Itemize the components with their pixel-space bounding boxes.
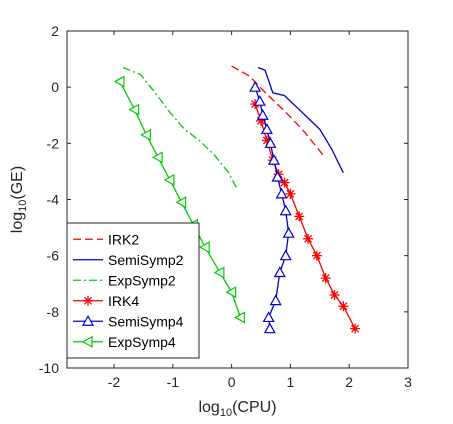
data-point xyxy=(128,103,140,116)
data-point xyxy=(285,188,296,199)
y-axis-label: log10(GE) xyxy=(9,166,29,233)
data-point xyxy=(253,94,266,106)
data-point xyxy=(338,301,349,312)
data-point xyxy=(234,311,246,324)
data-point xyxy=(294,211,305,222)
data-point xyxy=(163,173,175,186)
x-tick-label: 3 xyxy=(404,374,412,390)
data-point xyxy=(262,311,275,323)
legend-box xyxy=(66,222,200,359)
x-axis-label-sub: 10 xyxy=(220,407,232,419)
legend-marker xyxy=(83,295,93,306)
legend: IRK2 SemiSymp2 ExpSymp2 IRK4 SemiSymp4 ExpSym… xyxy=(66,222,200,359)
legend-entry: ExpSymp4 xyxy=(73,334,176,350)
x-axis-label-base: log xyxy=(198,399,219,416)
legend-label: SemiSymp2 xyxy=(108,252,184,268)
y-tick-label: -2 xyxy=(47,135,60,151)
data-point xyxy=(225,286,237,299)
series-semisymp2 xyxy=(257,66,344,174)
x-axis-label-rest: (CPU) xyxy=(232,399,276,416)
data-point xyxy=(269,294,282,306)
data-point xyxy=(249,80,262,92)
series-irk2 xyxy=(231,65,324,156)
series-irk4 xyxy=(250,99,361,334)
legend-label: ExpSymp4 xyxy=(108,334,176,350)
legend-entry: SemiSymp2 xyxy=(73,252,184,268)
legend-entry: SemiSymp4 xyxy=(73,313,184,329)
legend-marker xyxy=(81,315,95,326)
data-point xyxy=(279,204,292,216)
data-point xyxy=(113,75,125,88)
data-point xyxy=(267,153,280,165)
series-line xyxy=(254,86,290,329)
legend-entry: IRK2 xyxy=(73,231,139,247)
y-axis-label-sub: 10 xyxy=(17,200,29,212)
series-expsymp4 xyxy=(113,75,246,324)
legend-marker xyxy=(81,335,93,348)
data-point xyxy=(260,123,273,134)
x-tick-label: -2 xyxy=(108,374,121,390)
legend-label: IRK4 xyxy=(108,293,139,309)
data-point xyxy=(198,241,210,254)
x-tick-label: 2 xyxy=(345,374,353,390)
y-axis-label-rest: (GE) xyxy=(9,166,26,200)
data-point xyxy=(273,266,286,278)
data-point xyxy=(282,226,295,238)
data-point xyxy=(350,323,361,334)
ticks-layer: -2 -1 0 1 2 320-2-4-6-8-10 xyxy=(39,23,412,390)
y-tick-label: 0 xyxy=(51,79,59,95)
data-point xyxy=(275,187,288,199)
y-tick-label: -10 xyxy=(39,360,59,376)
data-point xyxy=(279,249,292,261)
series-line xyxy=(231,65,324,156)
x-tick-label: 0 xyxy=(228,374,236,390)
legend-label: SemiSymp4 xyxy=(108,313,184,329)
data-point xyxy=(303,233,314,244)
data-point xyxy=(151,151,163,164)
y-tick-label: -4 xyxy=(47,192,60,208)
data-point xyxy=(264,137,277,148)
y-tick-label: 2 xyxy=(51,23,59,39)
series-layer xyxy=(113,65,361,334)
data-point xyxy=(263,322,276,334)
legend-label: ExpSymp2 xyxy=(108,272,176,288)
legend-label: IRK2 xyxy=(108,231,139,247)
data-point xyxy=(271,170,284,182)
legend-entry: ExpSymp2 xyxy=(73,272,176,288)
data-point xyxy=(256,109,269,120)
y-tick-label: -6 xyxy=(47,248,60,264)
y-axis-label-base: log xyxy=(9,212,26,233)
x-tick-label: 1 xyxy=(287,374,295,390)
data-point xyxy=(320,273,331,284)
series-line xyxy=(257,66,344,174)
data-point xyxy=(175,196,187,209)
legend-entry: IRK4 xyxy=(73,293,139,309)
data-point xyxy=(311,250,322,261)
x-tick-label: -1 xyxy=(167,374,180,390)
series-line xyxy=(122,66,239,191)
series-expsymp2 xyxy=(122,66,239,191)
data-point xyxy=(140,128,151,141)
x-axis-label: log10(CPU) xyxy=(198,399,276,419)
data-point xyxy=(213,266,225,279)
series-semisymp4 xyxy=(249,80,295,334)
plot-frame xyxy=(66,30,409,369)
data-point xyxy=(329,289,340,300)
y-tick-label: -8 xyxy=(47,304,60,320)
